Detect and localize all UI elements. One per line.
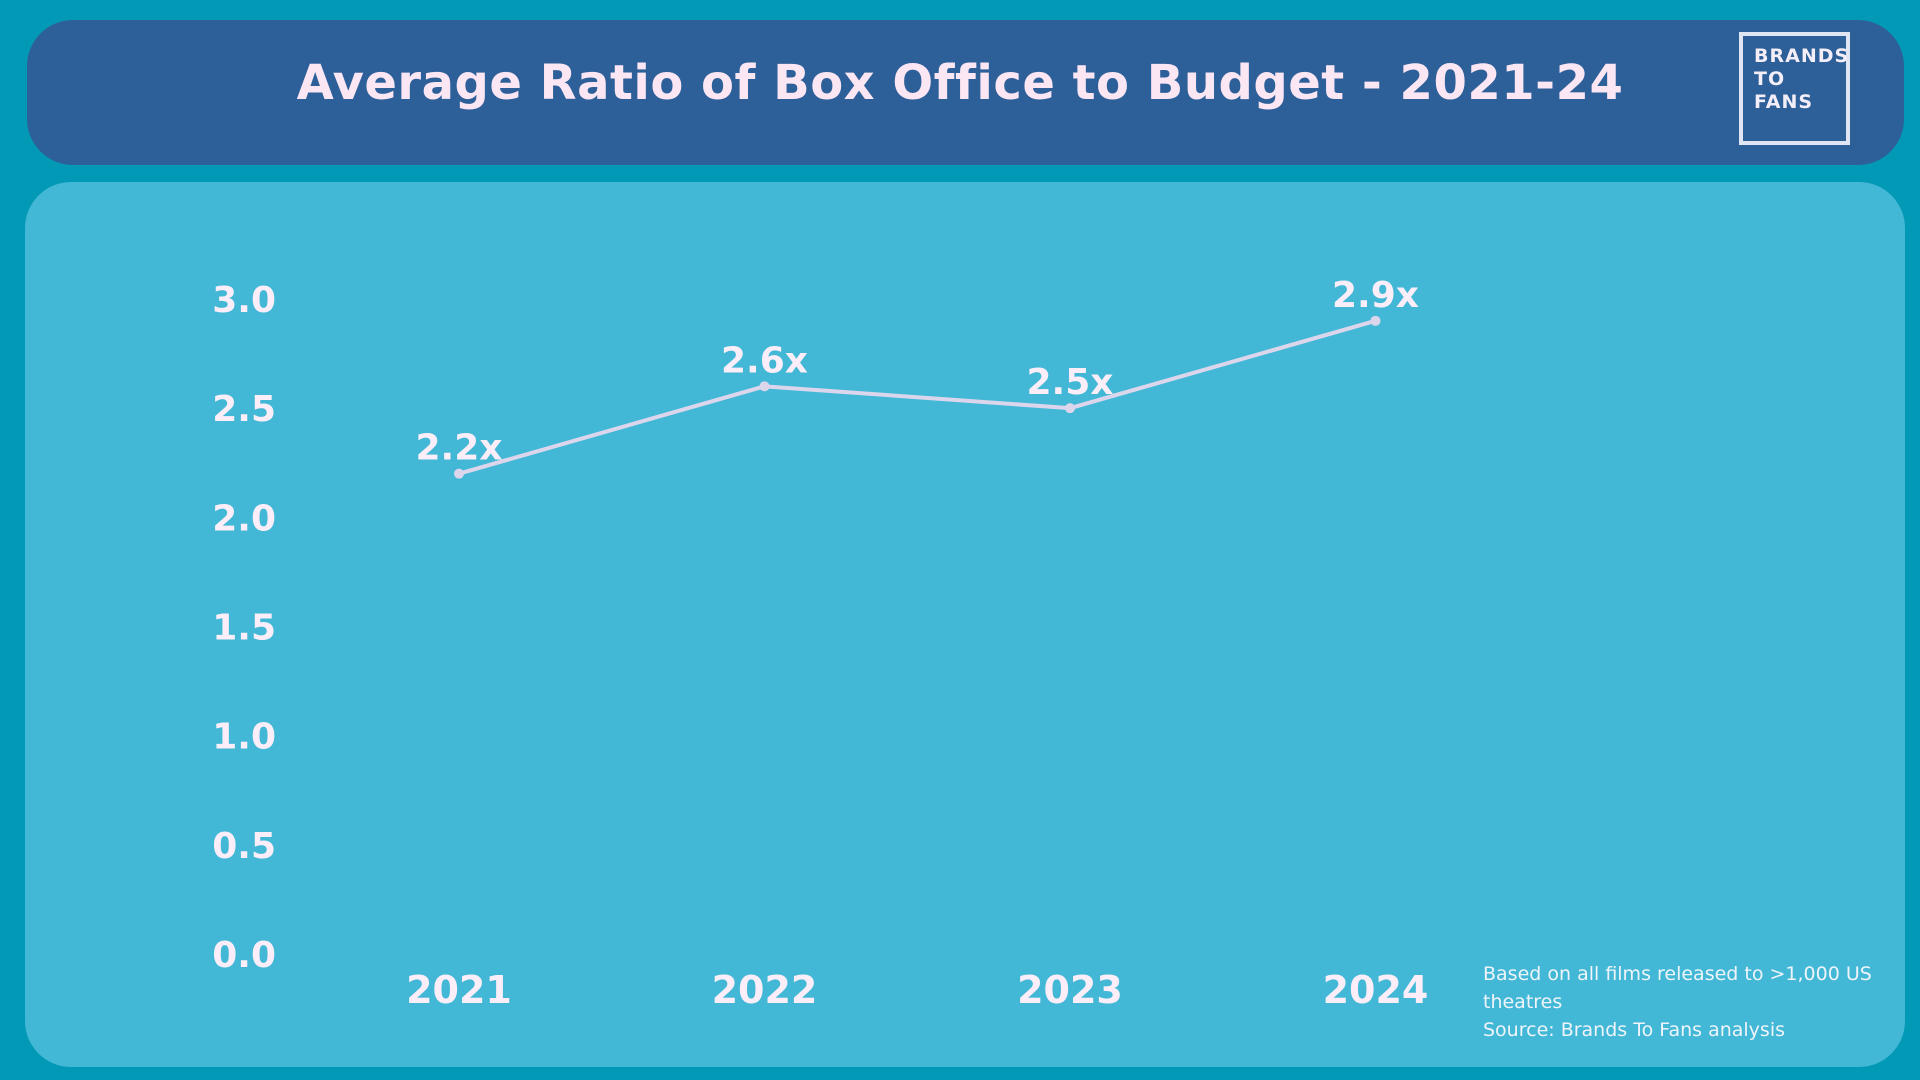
series-group: 2.2x 2.6x 2.5x 2.9x xyxy=(416,275,1419,479)
y-tick-label: 2.5 xyxy=(212,389,276,430)
y-tick-label: 1.5 xyxy=(212,608,276,649)
logo-line-3: FANS xyxy=(1754,91,1814,113)
y-tick-label: 0.0 xyxy=(212,935,276,976)
logo-line-2: TO xyxy=(1754,68,1786,90)
y-tick-label: 2.0 xyxy=(212,498,276,539)
header-bar xyxy=(27,20,1904,165)
y-tick-label: 1.0 xyxy=(212,717,276,758)
x-tick-label: 2024 xyxy=(1323,968,1429,1012)
x-tick-label: 2023 xyxy=(1017,968,1123,1012)
data-label: 2.2x xyxy=(416,428,503,469)
y-axis-ticks: 0.0 0.5 1.0 1.5 2.0 2.5 3.0 xyxy=(212,280,276,976)
chart-title: Average Ratio of Box Office to Budget - … xyxy=(296,55,1624,111)
data-label: 2.6x xyxy=(721,340,808,381)
note-line-3: Source: Brands To Fans analysis xyxy=(1483,1019,1786,1041)
y-tick-label: 0.5 xyxy=(212,826,276,867)
data-point xyxy=(454,468,464,479)
series-line xyxy=(458,318,1377,476)
brand-logo: BRANDS TO FANS xyxy=(1739,32,1850,145)
x-axis-ticks: 2021 2022 2023 2024 xyxy=(406,968,1428,1012)
note-line-2: theatres xyxy=(1483,991,1563,1013)
data-point xyxy=(1370,315,1381,326)
source-note: Based on all films released to >1,000 US… xyxy=(1483,960,1903,1044)
logo-line-1: BRANDS xyxy=(1754,45,1850,67)
x-tick-label: 2021 xyxy=(406,968,512,1012)
data-label: 2.9x xyxy=(1332,275,1419,316)
data-point xyxy=(1065,403,1075,414)
x-tick-label: 2022 xyxy=(712,968,818,1012)
chart-panel xyxy=(25,182,1905,1067)
y-tick-label: 3.0 xyxy=(212,280,276,321)
data-point xyxy=(759,381,770,392)
note-line-1: Based on all films released to >1,000 US xyxy=(1483,963,1872,985)
data-label: 2.5x xyxy=(1027,362,1114,403)
